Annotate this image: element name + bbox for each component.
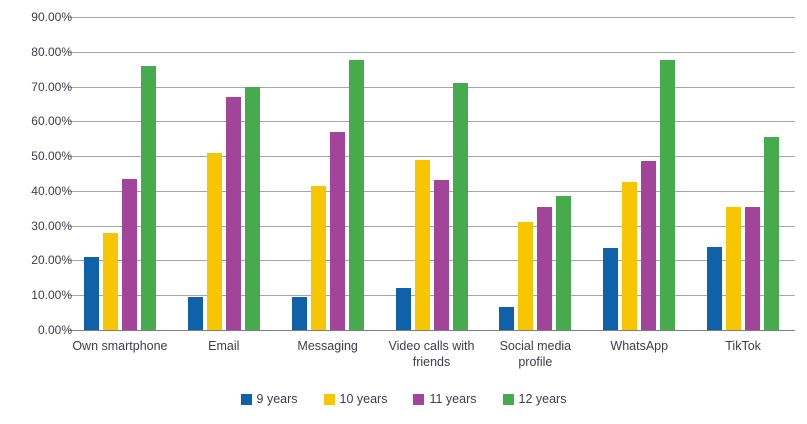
bar-10-years	[206, 152, 222, 330]
category-label-text: TikTok	[725, 339, 761, 353]
y-axis-label: 0.00%	[37, 323, 72, 337]
bar-11-years	[433, 180, 449, 330]
gridline	[68, 17, 795, 18]
x-axis-line	[68, 330, 795, 331]
legend-label: 10 years	[339, 392, 388, 406]
legend-label: 11 years	[429, 392, 477, 406]
bar-11-years	[641, 161, 657, 330]
bar-9-years	[395, 288, 411, 330]
y-axis-label: 30.00%	[31, 218, 72, 233]
category-label-text: Video calls with friends	[388, 339, 475, 369]
bar-10-years	[518, 222, 534, 330]
bar-groups	[68, 17, 795, 330]
bar-9-years	[603, 248, 619, 330]
legend-item: 9 years	[240, 392, 298, 406]
gridline	[68, 156, 795, 158]
bar-group	[380, 17, 484, 330]
legend-item: 12 years	[502, 392, 567, 406]
gridline	[68, 51, 795, 53]
y-axis-label: 10.00%	[31, 288, 72, 303]
bar-group	[68, 17, 172, 330]
gridline	[68, 225, 795, 227]
plot-area	[68, 17, 795, 331]
legend-item: 10 years	[323, 392, 388, 406]
category-label-text: Messaging	[297, 339, 358, 353]
bar-12-years	[764, 136, 780, 330]
y-axis-label: 60.00%	[31, 114, 72, 129]
legend-label: 12 years	[518, 392, 567, 406]
bar-11-years	[745, 206, 761, 330]
legend: 9 years 10 years 11 years 12 years	[0, 392, 807, 406]
bar-11-years	[121, 178, 137, 330]
bar-9-years	[499, 307, 515, 330]
legend-swatch	[413, 393, 425, 405]
category-label: WhatsApp	[587, 338, 691, 370]
bar-10-years	[414, 159, 430, 330]
legend-label: 9 years	[256, 392, 298, 406]
gridline	[68, 295, 795, 297]
category-label: Email	[172, 338, 276, 370]
bar-group	[587, 17, 691, 330]
bar-9-years	[187, 296, 203, 330]
bar-12-years	[452, 83, 468, 330]
bar-10-years	[102, 232, 118, 330]
bar-12-years	[140, 65, 156, 330]
gridline	[68, 86, 795, 88]
bar-10-years	[726, 206, 742, 330]
bar-11-years	[329, 131, 345, 330]
category-label: Video calls with friends	[380, 338, 484, 370]
gridline	[68, 121, 795, 123]
bar-12-years	[660, 60, 676, 330]
legend-swatch	[240, 393, 252, 405]
bar-9-years	[707, 246, 723, 330]
bar-11-years	[225, 97, 241, 330]
bar-12-years	[556, 196, 572, 330]
bar-12-years	[244, 86, 260, 330]
category-label: Messaging	[276, 338, 380, 370]
y-axis-label: 70.00%	[31, 79, 72, 94]
bar-group	[691, 17, 795, 330]
category-label-text: WhatsApp	[610, 339, 669, 353]
category-label-text: Social media profile	[499, 339, 572, 369]
y-axis-label: 20.00%	[31, 253, 72, 268]
category-label: Own smartphone	[68, 338, 172, 370]
category-label-text: Own smartphone	[72, 339, 168, 353]
y-axis-label: 40.00%	[31, 183, 72, 198]
bar-group	[276, 17, 380, 330]
bar-11-years	[537, 206, 553, 330]
bar-10-years	[622, 182, 638, 330]
legend-swatch	[502, 393, 514, 405]
gridline	[68, 260, 795, 262]
bar-10-years	[310, 185, 326, 330]
legend-swatch	[323, 393, 335, 405]
y-axis-label: 90.00%	[31, 10, 72, 24]
y-axis-label: 50.00%	[31, 149, 72, 164]
category-label-text: Email	[208, 339, 240, 353]
category-label: Social media profile	[483, 338, 587, 370]
legend-item: 11 years	[413, 392, 477, 406]
x-axis-labels: Own smartphone Email Messaging Video calls …	[68, 338, 795, 370]
y-axis-label: 80.00%	[31, 44, 72, 59]
gridline	[68, 190, 795, 192]
bar-12-years	[348, 60, 364, 330]
category-label: TikTok	[691, 338, 795, 370]
bar-9-years	[291, 296, 307, 330]
bar-9-years	[83, 256, 99, 330]
bar-group	[483, 17, 587, 330]
bar-group	[172, 17, 276, 330]
